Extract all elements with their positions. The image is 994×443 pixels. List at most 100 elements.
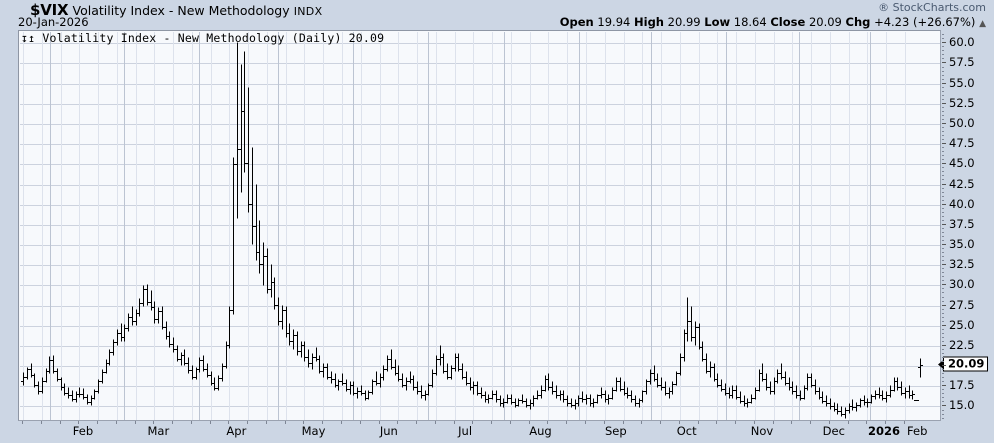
price-axis-minor-tick [942, 397, 944, 399]
price-axis-minor-tick [942, 54, 944, 56]
low-value: 18.64 [733, 15, 767, 29]
date-axis-tick [434, 421, 436, 424]
price-axis-label: 45.0 [949, 156, 975, 171]
open-value: 19.94 [597, 15, 631, 29]
date-axis-tick [697, 421, 699, 424]
date-axis-tick [885, 421, 887, 424]
date-axis-tick [397, 421, 399, 424]
date-axis-tick [584, 421, 586, 424]
date-axis-tick [134, 421, 136, 424]
price-axis-minor-tick [942, 215, 944, 217]
price-axis-minor-tick [942, 336, 944, 338]
date-axis: Feb Mar Apr May Jun Jul Aug Sep Oct Nov Dec 2026 Feb [0, 421, 994, 443]
price-axis-minor-tick [942, 167, 944, 169]
price-axis-label: 32.5 [949, 257, 975, 272]
price-axis-minor-tick [942, 260, 944, 262]
price-axis-minor-tick [942, 235, 944, 237]
date-axis-tick [472, 421, 474, 424]
price-axis-minor-tick [942, 308, 944, 310]
price-axis-tick [942, 284, 946, 286]
price-axis-tick [942, 82, 946, 84]
date-axis-tick [735, 421, 737, 424]
price-axis-minor-tick [942, 207, 944, 209]
price-axis-label: 22.5 [949, 337, 975, 352]
price-axis-minor-tick [942, 252, 944, 254]
date-axis-tick [303, 421, 305, 424]
date-axis-tick [847, 421, 849, 424]
price-axis-minor-tick [942, 353, 944, 354]
price-axis-minor-tick [942, 389, 944, 391]
price-axis-minor-tick [942, 78, 944, 80]
price-axis-minor-tick [942, 417, 944, 419]
date-axis-tick [622, 421, 624, 424]
symbol-title: $VIX Volatility Index - New Methodology … [30, 1, 322, 19]
date-axis-tick [115, 421, 117, 424]
price-axis-tick [942, 62, 946, 64]
price-axis-tick [942, 264, 946, 266]
price-axis-minor-tick [942, 179, 944, 181]
change-value: +4.23 (+26.67%) [874, 15, 976, 29]
date-axis-tick [828, 421, 830, 424]
date-axis-label: Oct [676, 424, 697, 438]
date-axis-tick [603, 421, 605, 424]
date-axis-tick [341, 421, 343, 424]
date-axis-label: Feb [72, 424, 94, 438]
plot-area-wrapper: ↧↥ Volatility Index - New Methodology (D… [18, 30, 941, 421]
date-axis-tick [378, 421, 380, 424]
price-axis-minor-tick [942, 38, 944, 40]
price-axis-minor-tick [942, 106, 944, 108]
price-axis-minor-tick [942, 288, 944, 290]
price-axis-minor-tick [942, 46, 944, 48]
price-axis-minor-tick [942, 211, 944, 213]
date-axis-tick [753, 421, 755, 424]
change-label: Chg [845, 15, 871, 29]
date-axis-label: Jun [379, 424, 398, 438]
price-axis-minor-tick [942, 248, 944, 250]
price-axis-minor-tick [942, 361, 944, 363]
price-axis-label: 40.0 [949, 196, 975, 211]
symbol-exchange: INDX [293, 5, 323, 18]
date-axis-tick [566, 421, 568, 424]
price-axis-minor-tick [942, 292, 944, 294]
price-axis-minor-tick [942, 127, 944, 129]
date-axis-label: Dec [822, 424, 845, 438]
date-axis-tick [641, 421, 643, 424]
high-label: High [634, 15, 664, 29]
price-axis-label: 25.0 [949, 317, 975, 332]
chart-date: 20-Jan-2026 [18, 15, 89, 29]
up-triangle-icon: ▲ [979, 19, 986, 29]
date-axis-label: 2026 [868, 424, 901, 438]
date-axis-tick [40, 421, 42, 424]
price-axis-label: 55.0 [949, 75, 975, 90]
ohlc-bars [21, 42, 923, 419]
date-axis-tick [509, 421, 511, 424]
price-axis-minor-tick [942, 175, 944, 177]
price-axis-minor-tick [942, 66, 944, 68]
date-axis-tick [678, 421, 680, 424]
price-axis-minor-tick [942, 377, 944, 379]
date-axis-tick [547, 421, 549, 424]
price-plot[interactable]: ↧↥ Volatility Index - New Methodology (D… [18, 30, 941, 421]
date-axis-tick [247, 421, 249, 424]
price-axis-label: 57.5 [949, 55, 975, 70]
price-axis-tick [942, 244, 946, 246]
date-axis-label: May [301, 424, 326, 438]
price-axis-minor-tick [942, 139, 944, 141]
price-axis-minor-tick [942, 320, 944, 322]
date-axis-tick [22, 421, 23, 424]
date-axis-tick [97, 421, 99, 424]
price-axis-label: 37.5 [949, 216, 975, 231]
price-axis-minor-tick [942, 94, 944, 96]
date-axis-tick [453, 421, 455, 424]
date-axis-tick [903, 421, 905, 424]
price-axis-minor-tick [942, 231, 944, 233]
low-label: Low [704, 15, 731, 29]
date-axis-tick [59, 421, 61, 424]
stockcharts-brand: ® StockCharts.com [878, 1, 986, 14]
price-axis-minor-tick [942, 171, 944, 173]
price-axis-label: 30.0 [949, 277, 975, 292]
price-axis-label: 15.0 [949, 398, 975, 413]
date-axis-tick [660, 421, 662, 424]
price-axis-minor-tick [942, 332, 944, 334]
date-axis-tick [78, 421, 80, 424]
